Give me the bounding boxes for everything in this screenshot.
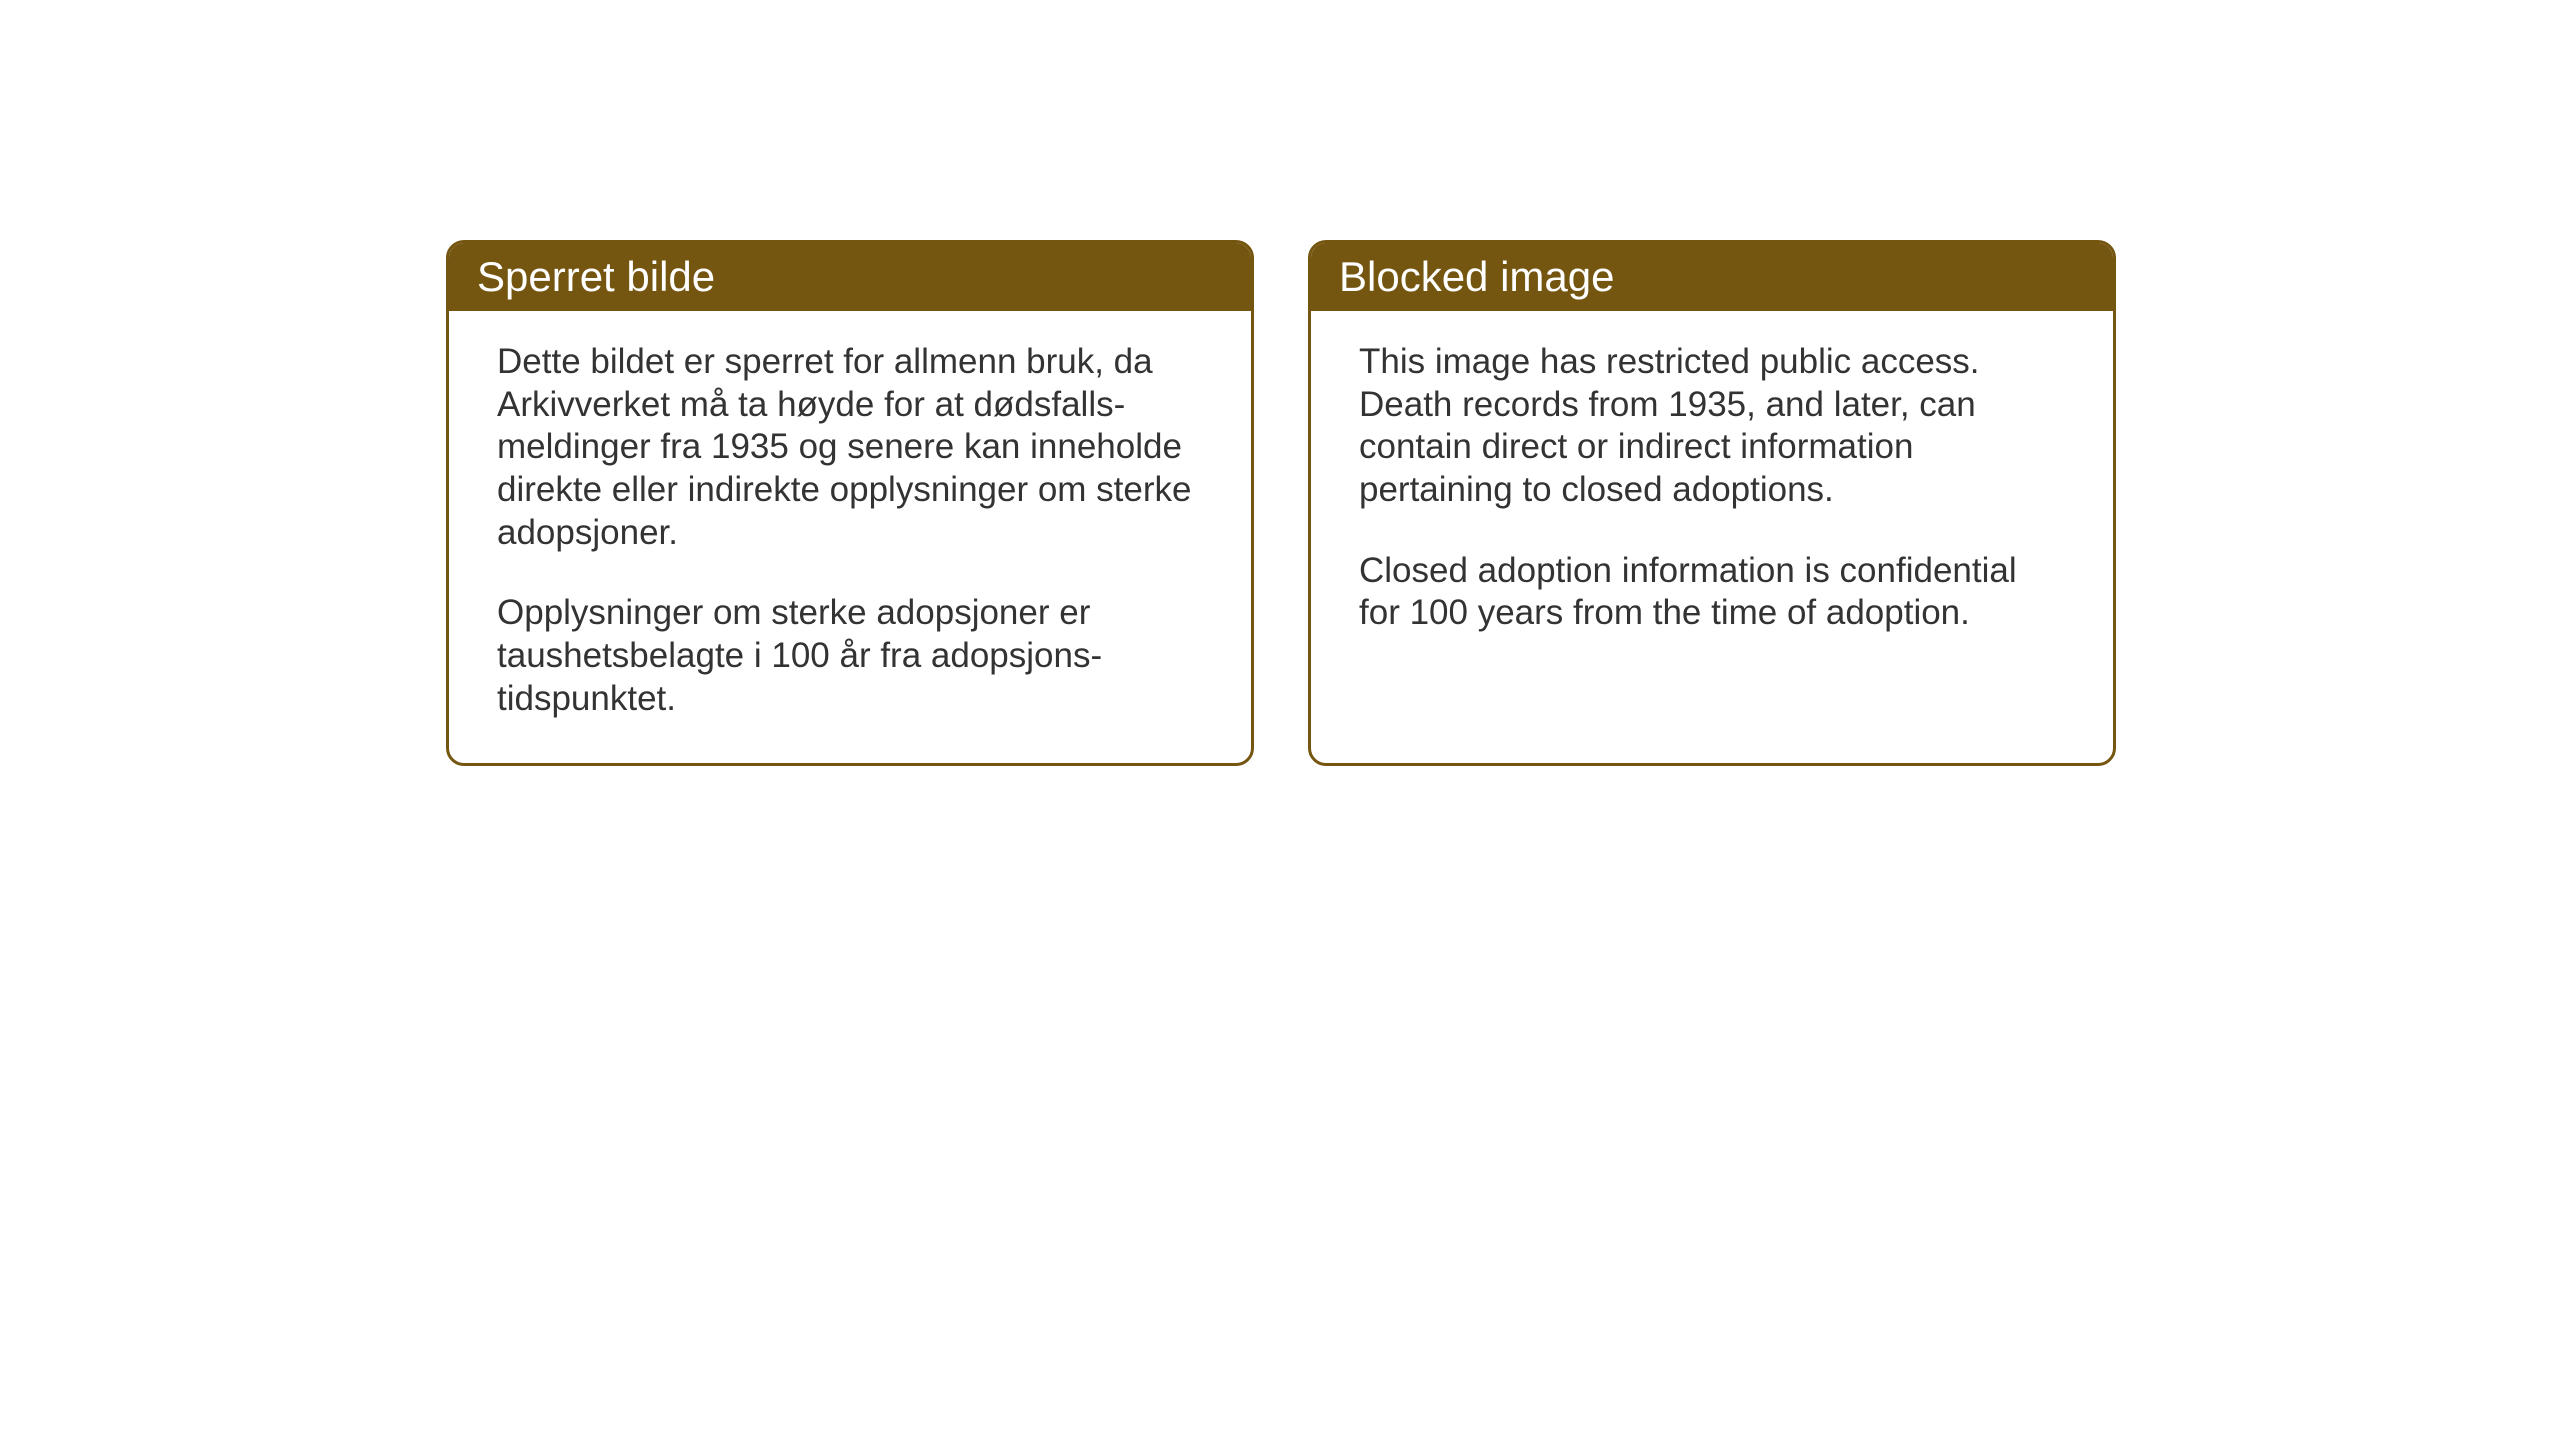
notice-card-english: Blocked image This image has restricted … (1308, 240, 2116, 766)
card-paragraph-english-1: This image has restricted public access.… (1359, 341, 2065, 512)
notices-container: Sperret bilde Dette bildet er sperret fo… (446, 240, 2116, 766)
card-paragraph-norwegian-2: Opplysninger om sterke adopsjoner er tau… (497, 592, 1203, 720)
card-body-english: This image has restricted public access.… (1311, 311, 2113, 677)
card-paragraph-norwegian-1: Dette bildet er sperret for allmenn bruk… (497, 341, 1203, 554)
card-header-english: Blocked image (1311, 243, 2113, 311)
card-header-norwegian: Sperret bilde (449, 243, 1251, 311)
notice-card-norwegian: Sperret bilde Dette bildet er sperret fo… (446, 240, 1254, 766)
card-title-norwegian: Sperret bilde (477, 253, 715, 300)
card-paragraph-english-2: Closed adoption information is confident… (1359, 550, 2065, 635)
card-body-norwegian: Dette bildet er sperret for allmenn bruk… (449, 311, 1251, 763)
card-title-english: Blocked image (1339, 253, 1614, 300)
